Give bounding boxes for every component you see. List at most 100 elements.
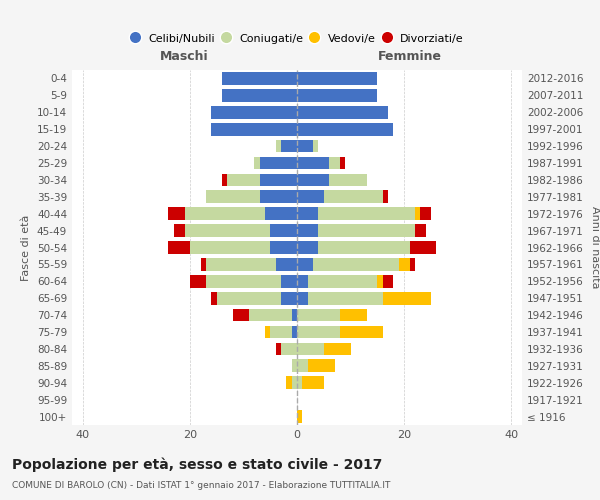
Text: Femmine: Femmine [377,50,442,63]
Bar [308,292,383,304]
Bar [222,89,297,102]
Bar [409,241,436,254]
Bar [206,275,297,287]
Bar [313,258,399,270]
Bar [211,106,297,118]
Bar [260,156,297,170]
Bar [206,275,297,287]
Bar [297,123,394,136]
Bar [222,72,297,85]
Bar [190,275,297,287]
Bar [415,224,425,237]
Bar [169,241,297,254]
Bar [292,309,297,322]
Bar [297,156,329,170]
Y-axis label: Fasce di età: Fasce di età [22,214,31,280]
Bar [211,106,297,118]
Bar [324,342,350,355]
Bar [286,376,297,389]
Bar [275,342,297,355]
Bar [297,275,308,287]
Text: Maschi: Maschi [160,50,209,63]
Bar [211,106,297,118]
Bar [174,224,297,237]
Bar [319,241,409,254]
Bar [227,174,297,186]
Bar [383,190,388,203]
Bar [329,174,367,186]
Bar [222,72,297,85]
Bar [302,376,324,389]
Bar [254,156,297,170]
Bar [265,326,297,338]
Bar [275,258,297,270]
Bar [297,174,329,186]
Bar [319,208,415,220]
Bar [217,292,297,304]
Bar [200,258,297,270]
Bar [211,123,297,136]
Bar [222,72,297,85]
Y-axis label: Anni di nascita: Anni di nascita [590,206,600,289]
Bar [206,190,297,203]
Bar [297,326,340,338]
Bar [292,376,297,389]
Bar [185,224,297,237]
Bar [222,89,297,102]
Bar [211,123,297,136]
Bar [297,140,313,152]
Bar [281,275,297,287]
Bar [292,360,297,372]
Bar [340,156,345,170]
Bar [222,89,297,102]
Bar [297,241,319,254]
Bar [254,156,297,170]
Bar [265,326,297,338]
Bar [222,89,297,102]
Bar [206,258,297,270]
Bar [409,258,415,270]
Bar [415,208,420,220]
Bar [270,326,297,338]
Bar [281,292,297,304]
Bar [211,106,297,118]
Bar [297,309,340,322]
Bar [206,190,297,203]
Bar [297,258,313,270]
Bar [275,140,297,152]
Text: Popolazione per età, sesso e stato civile - 2017: Popolazione per età, sesso e stato civil… [12,458,382,472]
Bar [185,208,297,220]
Bar [286,376,297,389]
Bar [297,224,319,237]
Bar [275,140,297,152]
Bar [281,140,297,152]
Bar [292,360,297,372]
Bar [260,190,297,203]
Bar [227,174,297,186]
Bar [297,292,308,304]
Bar [206,190,297,203]
Bar [308,360,335,372]
Text: COMUNE DI BAROLO (CN) - Dati ISTAT 1° gennaio 2017 - Elaborazione TUTTITALIA.IT: COMUNE DI BAROLO (CN) - Dati ISTAT 1° ge… [12,481,391,490]
Bar [297,106,388,118]
Bar [297,376,302,389]
Bar [383,275,394,287]
Bar [340,326,383,338]
Bar [206,258,297,270]
Bar [297,360,308,372]
Bar [275,140,297,152]
Bar [281,342,297,355]
Bar [185,208,297,220]
Bar [260,174,297,186]
Bar [233,309,297,322]
Bar [270,224,297,237]
Bar [329,156,340,170]
Bar [420,208,431,220]
Bar [249,309,297,322]
Bar [383,292,431,304]
Bar [254,156,297,170]
Bar [340,309,367,322]
Bar [190,241,297,254]
Bar [249,309,297,322]
Bar [297,410,302,423]
